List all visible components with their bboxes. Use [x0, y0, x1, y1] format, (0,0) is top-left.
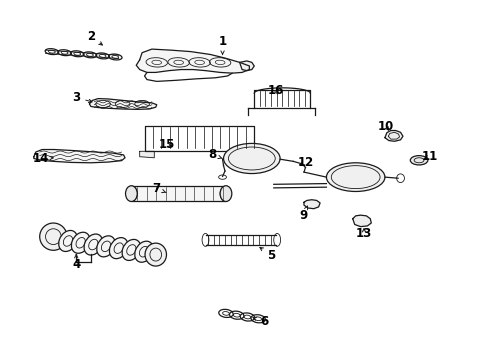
Ellipse shape — [326, 163, 384, 192]
Polygon shape — [136, 49, 249, 73]
Text: 12: 12 — [297, 156, 313, 169]
Polygon shape — [352, 215, 370, 226]
Text: 3: 3 — [72, 91, 92, 104]
Text: 4: 4 — [72, 255, 80, 271]
Text: 11: 11 — [421, 150, 437, 163]
Ellipse shape — [220, 186, 229, 201]
Ellipse shape — [409, 156, 427, 165]
Ellipse shape — [220, 186, 231, 202]
Polygon shape — [140, 151, 154, 158]
Text: 2: 2 — [87, 30, 102, 45]
Polygon shape — [304, 200, 320, 209]
Ellipse shape — [84, 234, 102, 255]
Text: 15: 15 — [158, 138, 174, 151]
Ellipse shape — [109, 238, 128, 259]
Text: 14: 14 — [32, 152, 53, 165]
Polygon shape — [384, 131, 402, 141]
Polygon shape — [34, 149, 125, 163]
Ellipse shape — [71, 232, 90, 253]
Text: 5: 5 — [259, 247, 275, 262]
Ellipse shape — [122, 239, 141, 260]
Ellipse shape — [97, 236, 115, 257]
Ellipse shape — [135, 241, 153, 262]
Polygon shape — [239, 61, 254, 71]
Text: 10: 10 — [377, 120, 393, 133]
Text: 7: 7 — [152, 183, 166, 195]
Text: 9: 9 — [298, 206, 307, 222]
Ellipse shape — [127, 186, 137, 201]
Ellipse shape — [223, 143, 280, 174]
Text: 13: 13 — [355, 227, 371, 240]
Text: 16: 16 — [267, 84, 284, 97]
Polygon shape — [89, 99, 157, 109]
Ellipse shape — [40, 223, 67, 250]
Polygon shape — [244, 151, 259, 158]
Text: 6: 6 — [252, 315, 267, 328]
Text: 8: 8 — [208, 148, 222, 161]
Ellipse shape — [125, 186, 137, 202]
Ellipse shape — [145, 243, 166, 266]
Polygon shape — [132, 186, 224, 201]
Text: 1: 1 — [218, 35, 226, 54]
Ellipse shape — [59, 230, 77, 252]
